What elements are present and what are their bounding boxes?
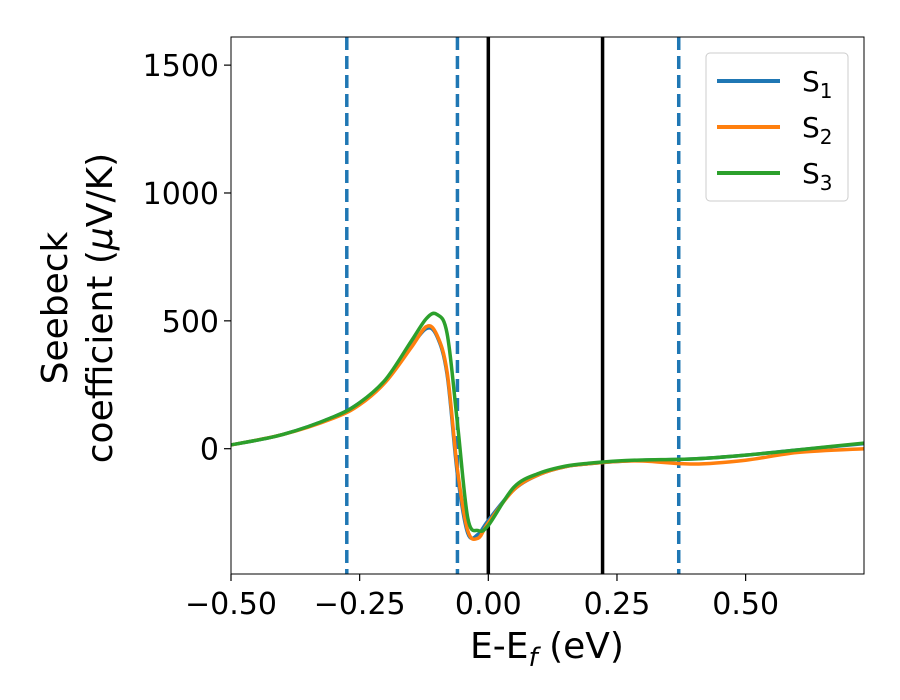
- y-tick-label: 0: [200, 433, 219, 468]
- series-line-s2: [230, 324, 865, 542]
- legend: S1 S2 S3: [705, 52, 849, 202]
- x-tick-label: 0.25: [584, 587, 651, 622]
- series-line-s3: [230, 311, 865, 534]
- x-tick-label: −0.50: [185, 587, 277, 622]
- x-tick-label: 0.00: [455, 587, 522, 622]
- legend-label-s1: S1: [802, 65, 833, 103]
- plot-frame: [230, 36, 865, 575]
- series-line-s1: [230, 326, 865, 541]
- y-axis-ticks: 0 500 1000 1500: [143, 49, 231, 468]
- series-lines: [230, 311, 865, 542]
- y-axis-label-line2: coefficient (μV/K): [80, 153, 121, 463]
- y-tick-label: 1500: [143, 49, 219, 84]
- reference-lines: [345, 37, 681, 574]
- x-axis-ticks: −0.50 −0.25 0.00 0.25 0.50: [185, 574, 779, 622]
- x-tick-label: −0.25: [314, 587, 406, 622]
- y-axis-label-line1: Seebeck: [35, 231, 76, 384]
- y-tick-label: 500: [162, 305, 219, 340]
- y-tick-label: 1000: [143, 177, 219, 212]
- y-axis-label: Seebeck coefficient (μV/K): [35, 153, 121, 463]
- x-axis-label: E-Ef (eV): [470, 626, 624, 673]
- x-tick-label: 0.50: [712, 587, 779, 622]
- legend-label-s3: S3: [802, 157, 833, 195]
- legend-label-s2: S2: [802, 111, 833, 149]
